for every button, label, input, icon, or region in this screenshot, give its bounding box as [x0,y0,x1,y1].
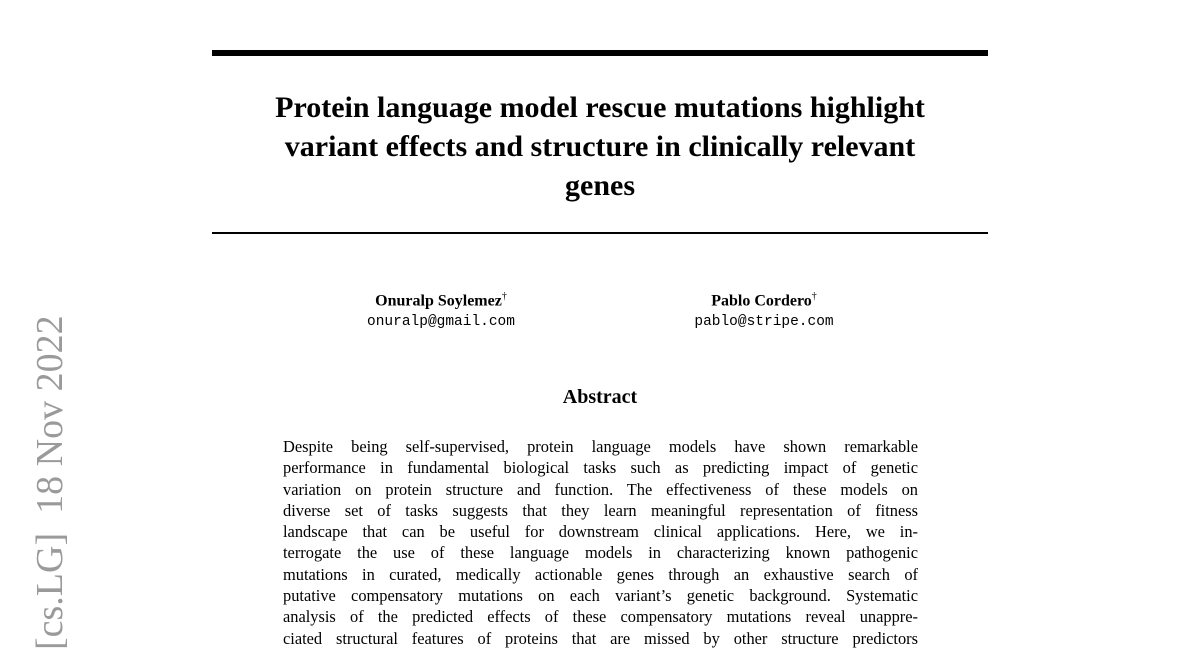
abstract-line: variation on protein structure and funct… [283,479,918,499]
abstract-line: Despite being self-supervised, protein l… [283,437,918,456]
abstract-line: performance in fundamental biological ta… [283,458,918,478]
arxiv-stamp: [cs.LG] 18 Nov 2022 [28,315,72,650]
title-rule [212,232,988,234]
abstract-line: analysis of the predicted effects of the… [283,607,918,627]
title-line: variant effects and structure in clinica… [284,130,916,163]
abstract-line: diverse set of tasks suggests that they … [283,500,918,520]
abstract-line: ciated structural features of proteins t… [283,628,918,648]
author-mark: † [501,291,507,302]
author-mark: † [811,291,817,302]
title-line: Protein language model rescue mutations … [275,91,925,124]
abstract-body: Despite being self-supervised, protein l… [283,436,918,649]
author-email: onuralp@gmail.com [367,314,515,331]
top-rule [212,50,988,56]
stamp-category: [cs.LG] [29,532,71,650]
author-name: Onuralp Soylemez [375,292,502,310]
abstract-line: landscape that can be useful for downstr… [283,522,918,542]
author: Pablo Cordero† pablo@stripe.com [614,287,914,333]
author-name: Pablo Cordero [711,292,812,310]
paper-title: Protein language model rescue mutations … [212,88,988,205]
author-email: pablo@stripe.com [694,314,834,331]
abstract-line: terrogate the use of these language mode… [283,543,918,563]
author-name-line: Onuralp Soylemez† [291,287,591,311]
title-line: genes [565,169,635,202]
stamp-date: 18 Nov 2022 [29,315,71,514]
author: Onuralp Soylemez† onuralp@gmail.com [291,287,591,333]
author-name-line: Pablo Cordero† [614,287,914,311]
abstract-line: mutations in curated, medically actionab… [283,564,918,584]
abstract-line: putative compensatory mutations on each … [283,586,918,606]
abstract-heading: Abstract [562,386,638,408]
